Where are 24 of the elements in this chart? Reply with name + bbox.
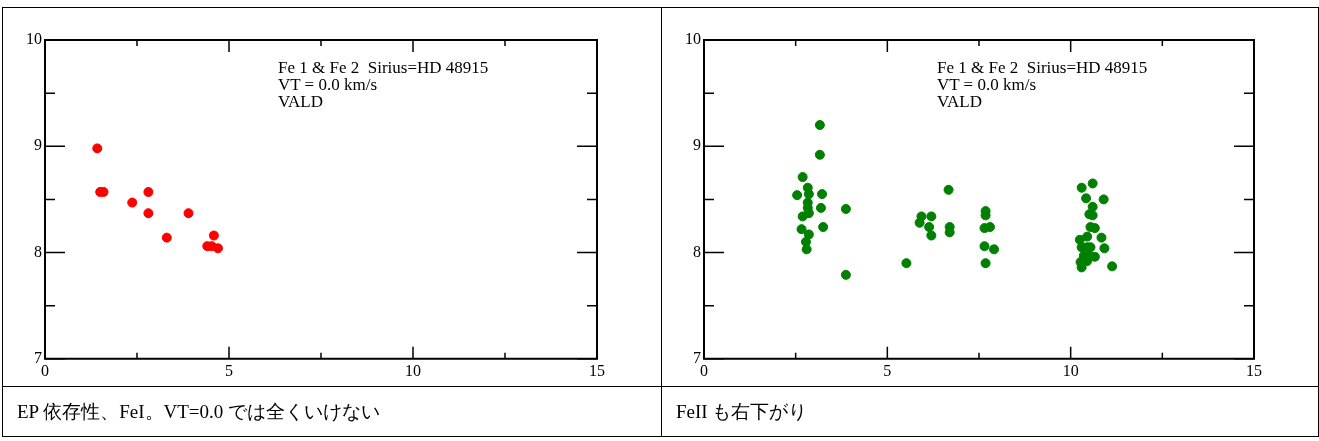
annotation: VALD — [937, 91, 983, 111]
y-tick-label: 8 — [693, 242, 701, 260]
annotation: VT = 0.0 km/s — [937, 74, 1037, 94]
y-tick-label: 10 — [685, 30, 701, 48]
x-tick-label: 15 — [589, 361, 605, 379]
y-tick-label: 9 — [34, 136, 42, 154]
x-tick-label: 0 — [700, 361, 708, 379]
x-tick-label: 15 — [1246, 361, 1262, 379]
annotation: VALD — [278, 91, 324, 111]
x-tick-label: 10 — [1062, 361, 1079, 379]
x-tick-label: 0 — [41, 361, 49, 379]
text: EP 依存性、FeI。VT=0.0 では全くいけない — [2, 386, 662, 437]
annotation: VT = 0.0 km/s — [278, 74, 378, 94]
y-tick-label: 10 — [26, 30, 42, 48]
annotation: Fe 1 & Fe 2 Sirius=HD 48915 — [278, 57, 489, 77]
y-tick-label: 7 — [693, 349, 701, 366]
text: FeII も右下がり — [661, 386, 1319, 437]
x-tick-label: 5 — [225, 361, 233, 379]
annotation: Fe 1 & Fe 2 Sirius=HD 48915 — [937, 57, 1148, 77]
x-tick-label: 5 — [883, 361, 892, 379]
x-tick-label: 10 — [405, 361, 421, 379]
y-tick-label: 9 — [693, 136, 701, 154]
y-tick-label: 7 — [34, 349, 42, 366]
y-tick-label: 8 — [34, 242, 42, 260]
